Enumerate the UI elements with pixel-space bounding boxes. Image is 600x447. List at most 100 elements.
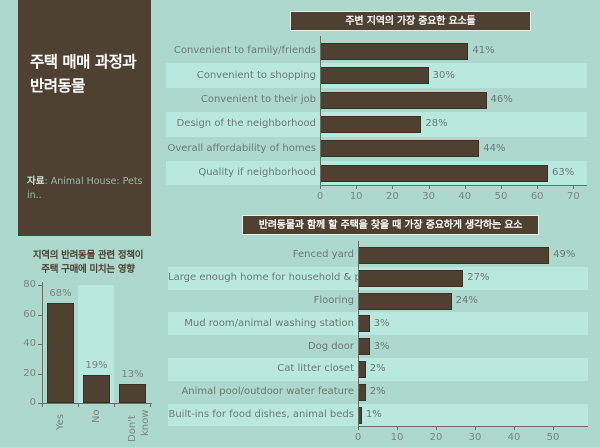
info-panel: 주택 매매 과정과 반려동물 자료: Animal House: Pets in… xyxy=(18,0,151,236)
category-label: Don't xyxy=(127,415,138,442)
category-label: Quality if neighborhood xyxy=(198,167,316,179)
x-tick xyxy=(392,185,394,190)
value-label: 2% xyxy=(369,386,386,398)
y-axis-line xyxy=(320,36,321,186)
x-tick xyxy=(397,426,398,431)
category-label: Convenient to their job xyxy=(200,94,316,105)
value-label: 19% xyxy=(85,359,108,371)
x-tick xyxy=(114,403,115,407)
dashboard-title: 주택 매매 과정과 반려동물 xyxy=(30,50,148,98)
y-tick-label: 20 xyxy=(23,367,36,379)
category-label: Design of the neighborhood xyxy=(176,118,316,130)
x-tick xyxy=(150,403,151,407)
bar xyxy=(358,360,366,378)
row-band xyxy=(168,403,588,427)
x-tick xyxy=(501,185,502,190)
x-tick xyxy=(78,403,79,407)
category-label: Fenced yard xyxy=(292,249,354,261)
x-tick-label: 10 xyxy=(349,191,363,203)
value-label: 68% xyxy=(49,287,72,299)
x-tick xyxy=(464,185,466,190)
value-label: 3% xyxy=(373,317,390,329)
category-label: Dog door xyxy=(307,340,354,352)
x-tick xyxy=(42,403,43,407)
y-tick-label: 80 xyxy=(23,279,36,290)
bar xyxy=(83,374,110,403)
y-tick-label: 40 xyxy=(23,338,36,349)
x-tick xyxy=(573,185,575,190)
x-tick xyxy=(428,185,430,190)
value-label: 28% xyxy=(425,118,448,130)
bar xyxy=(320,164,549,182)
x-axis-line xyxy=(42,403,152,404)
y-tick-label: 0 xyxy=(29,397,36,408)
x-tick xyxy=(358,426,359,431)
x-tick-label: 40 xyxy=(458,191,472,203)
bar xyxy=(358,269,464,287)
x-tick-label: 40 xyxy=(507,432,521,444)
y-axis-line xyxy=(42,282,43,403)
category-label: Cat litter closet xyxy=(277,363,354,375)
x-tick-label: 50 xyxy=(494,191,508,203)
bar xyxy=(358,315,370,333)
x-tick-label: 30 xyxy=(422,191,435,203)
title-line-2: 반려동물 xyxy=(30,77,86,95)
bar xyxy=(320,91,487,109)
category-label: No xyxy=(91,409,102,424)
row-band xyxy=(168,312,588,336)
chart-title-line-2: 주택 구매에 미치는 영향 xyxy=(41,264,135,275)
x-tick-label: 70 xyxy=(567,191,580,203)
chart-title: 반려동물과 함께 할 주택을 찾을 때 가장 중요하게 생각하는 요소 xyxy=(242,215,539,235)
x-tick-label: 10 xyxy=(390,432,404,444)
x-tick xyxy=(537,185,539,190)
chart-title: 주변 지역의 가장 중요한 요소들 xyxy=(290,11,531,31)
value-label: 1% xyxy=(365,409,382,420)
value-label: 63% xyxy=(552,167,575,179)
value-label: 13% xyxy=(121,368,144,380)
bar xyxy=(320,115,422,133)
value-label: 3% xyxy=(373,340,390,352)
value-label: 41% xyxy=(472,45,495,57)
value-label: 49% xyxy=(553,249,576,261)
value-label: 44% xyxy=(483,142,506,154)
y-tick xyxy=(38,373,42,375)
bar xyxy=(358,383,366,401)
bar xyxy=(320,67,429,85)
title-line-1: 주택 매매 과정과 xyxy=(30,53,137,71)
value-label: 46% xyxy=(490,94,513,105)
x-tick-label: 0 xyxy=(316,191,324,203)
bar xyxy=(358,246,550,264)
row-band xyxy=(168,358,588,381)
category-label: Overall affordability of homes xyxy=(167,142,316,154)
y-tick xyxy=(38,344,42,345)
x-tick-label: 60 xyxy=(530,191,544,203)
x-tick-label: 20 xyxy=(429,432,443,444)
value-label: 24% xyxy=(455,295,478,306)
x-tick xyxy=(356,185,358,190)
value-label: 30% xyxy=(432,69,455,81)
bar xyxy=(47,302,74,403)
x-axis-line xyxy=(320,185,587,187)
x-tick-label: 50 xyxy=(546,432,560,444)
bar xyxy=(358,338,370,356)
category-label: Animal pool/outdoor water feature xyxy=(181,386,354,398)
x-tick-label: 30 xyxy=(468,432,482,444)
bar xyxy=(320,42,469,60)
value-label: 27% xyxy=(467,272,490,284)
y-tick xyxy=(38,403,42,404)
category-label: Mud room/animal washing station xyxy=(184,317,354,329)
x-tick xyxy=(436,426,437,431)
x-tick xyxy=(514,426,515,431)
y-tick xyxy=(38,314,42,316)
x-tick xyxy=(553,426,554,431)
x-tick-label: 0 xyxy=(354,432,362,444)
bar xyxy=(358,292,452,310)
value-label: 2% xyxy=(369,363,386,375)
x-tick-label: 20 xyxy=(386,191,399,203)
y-tick xyxy=(38,285,42,286)
x-tick xyxy=(475,426,476,431)
source-text: : Animal House: Pets in.. xyxy=(27,176,143,201)
y-axis-line xyxy=(358,241,359,427)
category-label: know xyxy=(140,409,151,436)
category-label: Yes xyxy=(55,413,66,430)
